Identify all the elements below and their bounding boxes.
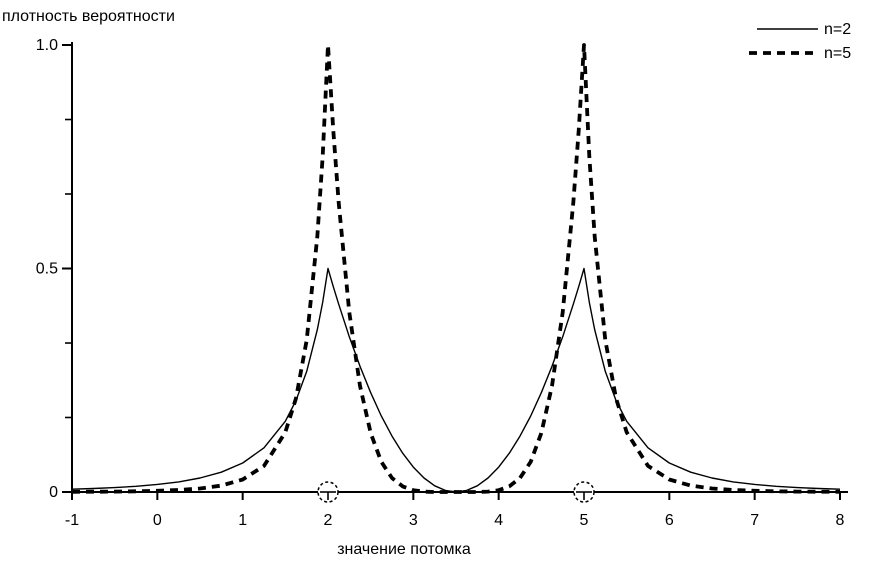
series-line-n2 — [71, 267, 841, 493]
legend-label-n5: n=5 — [824, 45, 851, 62]
x-tick-label: 2 — [324, 512, 333, 529]
series-line-n5 — [71, 43, 841, 494]
x-tick-label: 8 — [836, 512, 845, 529]
x-tick-label: 7 — [750, 512, 759, 529]
x-tick-label: 4 — [494, 512, 503, 529]
axes — [71, 42, 848, 493]
x-axis-title: значение потомка — [337, 541, 471, 558]
parent-markers — [317, 481, 595, 503]
series-lines — [71, 43, 841, 494]
legend-label-n2: n=2 — [824, 21, 851, 38]
y-axis-ticks: 0 0.5 1.0 — [36, 37, 73, 501]
legend: n=2 n=5 — [749, 21, 851, 62]
x-tick-label: 0 — [153, 512, 162, 529]
y-axis-title: плотность вероятности — [2, 8, 175, 25]
x-tick-label: 5 — [580, 512, 589, 529]
y-tick-label: 1.0 — [36, 37, 58, 54]
x-axis-ticks: -1 0 1 2 3 4 5 6 7 8 — [65, 491, 845, 529]
x-tick-label: 1 — [238, 512, 247, 529]
x-tick-label: 3 — [409, 512, 418, 529]
y-tick-label: 0 — [49, 484, 58, 501]
x-tick-label: -1 — [65, 512, 79, 529]
y-tick-label: 0.5 — [36, 261, 58, 278]
x-tick-label: 6 — [665, 512, 674, 529]
